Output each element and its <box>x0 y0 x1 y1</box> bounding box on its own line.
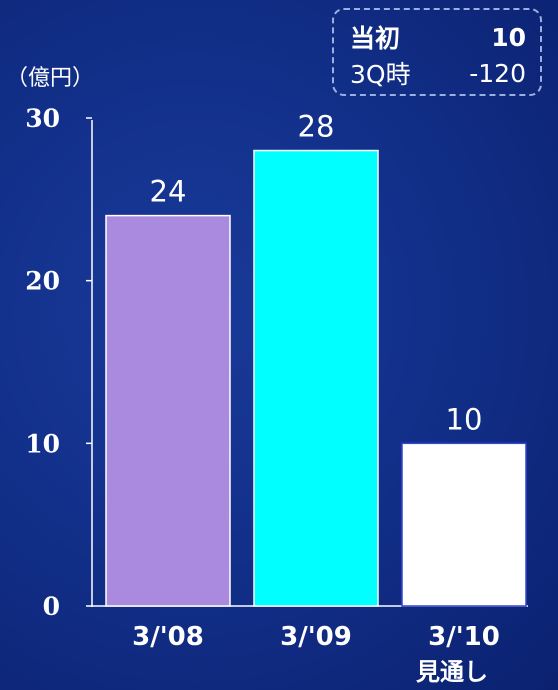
x-category-label: 3/'10 <box>428 622 500 652</box>
bars-group: 24 3/'08 28 3/'09 10 3/'10 <box>105 110 527 652</box>
x-category-label: 3/'09 <box>280 622 352 652</box>
unit-label: （億円） <box>6 66 95 91</box>
legend-row-3q: 3Q時 -120 <box>350 56 526 90</box>
y-axis-ticks: 0 10 20 30 <box>25 104 92 621</box>
legend-row-initial: 当初 10 <box>350 20 526 54</box>
bar-data-label: 10 <box>446 402 483 436</box>
y-tick-label: 20 <box>25 267 60 296</box>
y-tick-label: 10 <box>25 429 60 458</box>
forecast-subnote: 見通し <box>416 658 488 686</box>
bar-data-label: 28 <box>298 110 335 144</box>
bar-data-label: 24 <box>150 175 187 209</box>
bar <box>401 442 527 607</box>
y-tick-label: 30 <box>25 104 60 133</box>
x-category-label: 3/'08 <box>132 622 204 652</box>
bar <box>105 214 231 607</box>
legend-row-3q-value: -120 <box>469 58 526 88</box>
bar <box>253 149 379 607</box>
legend-row-initial-label: 当初 <box>350 24 401 53</box>
forecast-legend-box: 当初 10 3Q時 -120 <box>332 8 542 96</box>
legend-row-3q-label: 3Q時 <box>350 60 411 89</box>
y-tick-label: 0 <box>43 592 60 621</box>
legend-row-initial-value: 10 <box>491 22 526 52</box>
